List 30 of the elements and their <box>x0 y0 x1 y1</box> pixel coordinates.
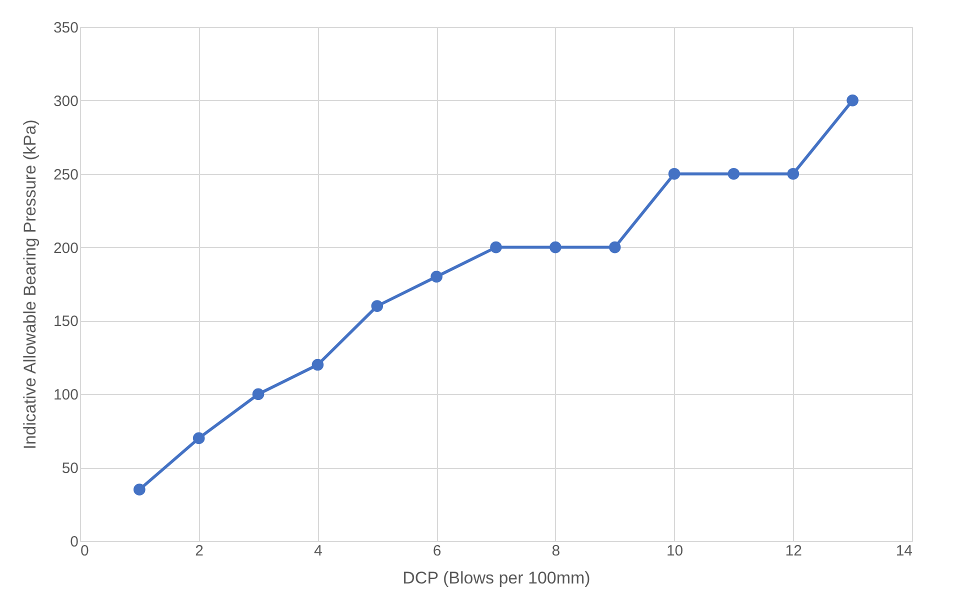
x-tick-label: 0 <box>80 542 89 560</box>
x-axis-title: DCP (Blows per 100mm) <box>402 568 590 588</box>
point <box>668 168 680 180</box>
point <box>846 94 858 106</box>
x-tick-label: 6 <box>432 542 442 560</box>
y-tick-label: 150 <box>53 313 78 330</box>
point <box>550 241 562 254</box>
point <box>490 241 502 254</box>
y-tick-label: 350 <box>53 20 78 36</box>
point <box>252 388 264 400</box>
point <box>371 300 384 312</box>
x-tick-label: 10 <box>666 542 684 560</box>
point <box>192 432 205 444</box>
x-tick-label: 8 <box>552 542 560 560</box>
y-tick-label: 300 <box>53 92 78 110</box>
point <box>134 484 146 496</box>
y-tick-label: 100 <box>53 386 78 404</box>
point <box>312 358 324 371</box>
y-axis-title: Indicative Allowable Bearing Pressure (kPa) <box>20 120 40 450</box>
y-tick-label: 250 <box>53 166 78 184</box>
y-tick-label: 200 <box>53 240 78 257</box>
x-tick-label: 12 <box>785 542 802 560</box>
x-tick-label: 2 <box>195 542 204 560</box>
point <box>787 168 800 180</box>
point <box>728 168 740 180</box>
point <box>608 241 621 254</box>
point <box>430 270 442 283</box>
x-tick-label: 4 <box>314 542 322 560</box>
x-tick-label: 14 <box>896 542 912 560</box>
y-tick-label: 50 <box>62 460 78 478</box>
